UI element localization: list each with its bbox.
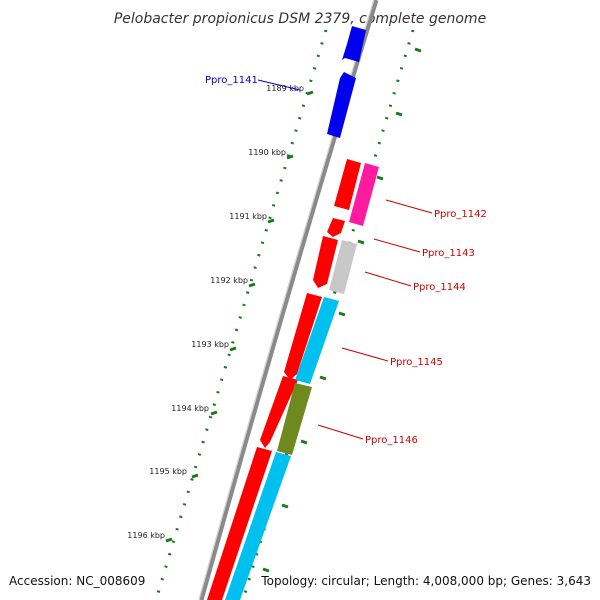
gene-label-ppro-1141: Ppro_1141	[205, 75, 258, 86]
ruler-tick	[281, 503, 289, 509]
leader-ppro-1142	[385, 199, 433, 214]
ruler-tick	[210, 410, 218, 416]
gene-ppro-1142	[349, 163, 379, 226]
ruler-label: 1191 kbp	[229, 212, 267, 221]
gene-label-ppro-1144: Ppro_1144	[413, 282, 466, 293]
ruler-tick	[376, 175, 384, 181]
gene-ppro-1144	[329, 240, 357, 294]
gene-label-ppro-1143: Ppro_1143	[422, 248, 475, 259]
gene-ppro-1141	[327, 72, 356, 138]
ruler-tick	[248, 282, 256, 288]
accession-text: Accession: NC_008609	[9, 574, 146, 588]
ruler-tick	[191, 473, 199, 479]
reverse-strand-genes	[207, 26, 366, 600]
ruler-major-ticks-left	[165, 90, 314, 543]
gene-label-ppro-1146: Ppro_1146	[365, 435, 418, 446]
gene-red-1	[334, 159, 361, 210]
gene-label-ppro-1145: Ppro_1145	[390, 357, 443, 368]
gene-red-6	[207, 447, 272, 600]
gene-red-5	[260, 376, 298, 448]
leader-ppro-1144	[364, 271, 412, 287]
gene-red-2	[327, 218, 345, 237]
ruler-tick	[414, 47, 422, 53]
ruler-label: 1189 kbp	[266, 84, 304, 93]
ruler-tick	[267, 218, 275, 224]
ruler-tick	[229, 346, 237, 352]
leader-ppro-1146	[317, 424, 364, 440]
ruler-label: 1196 kbp	[127, 531, 165, 540]
ruler-label: 1194 kbp	[171, 404, 209, 413]
leader-ppro-1143	[373, 238, 421, 253]
leader-ppro-1141	[257, 79, 301, 91]
ruler-tick	[286, 154, 294, 160]
ruler-tick	[338, 311, 346, 317]
ruler-tick	[165, 537, 173, 543]
ruler-label: 1195 kbp	[149, 467, 187, 476]
gene-ppro-1146	[277, 383, 312, 455]
ruler-label: 1190 kbp	[248, 148, 286, 157]
ruler-tick	[357, 239, 365, 245]
gene-red-4	[284, 293, 322, 380]
ruler-tick	[300, 439, 308, 445]
label-leaders	[257, 79, 433, 440]
ruler-label: 1192 kbp	[210, 276, 248, 285]
gene-cyan-bottom	[225, 452, 291, 600]
ruler-tick	[262, 567, 270, 573]
gene-red-3	[313, 236, 338, 288]
gene-ppro-1145	[295, 297, 339, 384]
leader-ppro-1145	[341, 347, 389, 362]
outer-tick-track	[154, 29, 328, 600]
ruler-tick	[319, 375, 327, 381]
ruler-tick	[395, 111, 403, 117]
ruler-label: 1193 kbp	[191, 340, 229, 349]
forward-strand-genes	[225, 163, 379, 600]
gene-label-ppro-1142: Ppro_1142	[434, 209, 487, 220]
gene-blue-top	[342, 26, 366, 62]
map-title: Pelobacter propionicus DSM 2379, complet…	[114, 11, 486, 27]
topology-text: Topology: circular; Length: 4,008,000 bp…	[261, 574, 591, 588]
ruler-tick	[306, 90, 314, 96]
ruler-major-ticks-right	[262, 47, 422, 573]
